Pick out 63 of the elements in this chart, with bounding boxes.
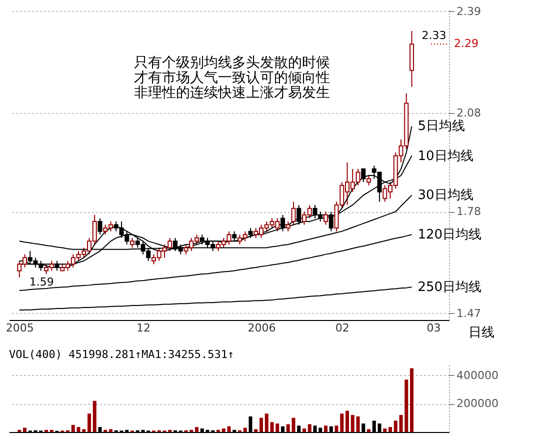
series-label: 250日均线 — [418, 280, 482, 296]
annotation: 才有市场人气一致认可的倾向性 — [134, 70, 330, 86]
bar — [302, 428, 306, 432]
bar — [23, 428, 26, 432]
bar — [264, 414, 268, 432]
y-tick-label: 2.39 — [456, 4, 481, 18]
bar — [367, 429, 370, 432]
bar — [260, 418, 263, 432]
y-tick-label: 1.78 — [456, 205, 481, 218]
candlestick — [130, 237, 134, 248]
bar — [394, 420, 398, 432]
bar — [71, 424, 75, 432]
x-tick-label: 12 — [136, 322, 150, 334]
x-tick-label: 03 — [426, 322, 441, 334]
bar — [286, 424, 290, 432]
bar — [308, 424, 312, 432]
bar — [324, 426, 328, 432]
x-axis-title: 日线 — [468, 326, 494, 340]
x-tick-label: 2005 — [6, 322, 34, 334]
bar — [88, 414, 91, 432]
bar — [92, 400, 96, 432]
bar — [227, 426, 231, 432]
y-tick-label: 1.47 — [456, 306, 481, 320]
series-label: 10日均线 — [418, 148, 474, 164]
bar — [383, 428, 387, 432]
bar — [356, 416, 360, 432]
annotation: 1.59 — [29, 275, 54, 288]
candlestick — [232, 230, 237, 242]
bar — [388, 427, 392, 432]
candlestick — [280, 214, 285, 232]
series-label: 30日均线 — [418, 188, 474, 204]
bar — [410, 368, 414, 432]
bar — [222, 428, 226, 432]
annotation: 2.33 — [422, 28, 446, 42]
candlestick — [286, 220, 290, 232]
bar — [243, 428, 247, 432]
x-tick-label: 2006 — [248, 322, 276, 334]
series-label: 5日均线 — [418, 119, 466, 134]
ref-line-label: 2.29 — [454, 37, 478, 50]
annotation: 只有个级别均线多头发散的时候 — [134, 55, 330, 71]
candlestick — [366, 174, 371, 186]
bar — [254, 429, 258, 432]
y-tick-label: 400000 — [456, 368, 498, 382]
series-label: 120日均线 — [418, 228, 482, 243]
candlestick — [98, 218, 102, 236]
candlestick — [324, 211, 328, 226]
bar — [346, 410, 349, 432]
chart-title: VOL(400) 451998.281↑MA1:34255.531↑ — [9, 348, 234, 361]
line-series — [18, 234, 412, 291]
candlestick — [296, 204, 302, 226]
y-tick-label: 200000 — [456, 397, 498, 410]
x-tick-label: 02 — [335, 322, 350, 334]
bar — [292, 418, 296, 432]
bar — [109, 429, 112, 432]
y-tick-label: 2.08 — [456, 106, 481, 120]
candlestick — [248, 228, 253, 238]
candlestick — [328, 211, 334, 232]
candlestick — [291, 201, 296, 226]
annotation: 非理性的连续快速上涨才易发生 — [134, 85, 330, 101]
bar — [350, 415, 354, 432]
line-series — [18, 286, 412, 311]
candlestick — [361, 168, 366, 183]
bar — [195, 427, 198, 432]
